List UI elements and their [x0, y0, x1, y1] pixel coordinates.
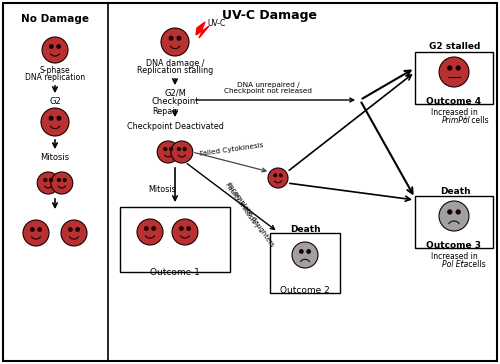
Circle shape — [300, 250, 303, 253]
Text: Pol Eta: Pol Eta — [442, 260, 468, 269]
Circle shape — [144, 227, 148, 230]
Text: Increased in: Increased in — [430, 252, 478, 261]
Circle shape — [439, 201, 469, 231]
Text: Mitosis: Mitosis — [40, 153, 70, 162]
Circle shape — [180, 227, 183, 230]
Circle shape — [50, 179, 52, 182]
Circle shape — [178, 147, 180, 150]
Text: Checkpoint not released: Checkpoint not released — [224, 88, 312, 94]
Text: DNA replication: DNA replication — [25, 73, 85, 82]
Text: Death: Death — [440, 187, 470, 196]
Text: Checkpoint Deactivated: Checkpoint Deactivated — [126, 122, 224, 131]
Circle shape — [170, 36, 173, 40]
Text: Outcome 4: Outcome 4 — [426, 97, 482, 106]
Circle shape — [57, 116, 60, 120]
Polygon shape — [196, 22, 209, 38]
Text: Death: Death — [290, 225, 320, 234]
Text: Increased in: Increased in — [430, 108, 478, 117]
Text: UV-C: UV-C — [207, 20, 225, 28]
Text: UV-C Damage: UV-C Damage — [222, 9, 318, 22]
Text: Outcome 3: Outcome 3 — [426, 241, 482, 250]
Circle shape — [50, 45, 53, 48]
Circle shape — [164, 147, 167, 150]
Circle shape — [42, 37, 68, 63]
Text: Faulty mitosis /: Faulty mitosis / — [224, 182, 260, 228]
Text: Outcome 1: Outcome 1 — [150, 268, 200, 277]
Text: Replication stalling: Replication stalling — [137, 66, 213, 75]
Circle shape — [23, 220, 49, 246]
Circle shape — [448, 210, 452, 214]
Circle shape — [152, 227, 156, 230]
Circle shape — [268, 168, 288, 188]
Circle shape — [41, 108, 69, 136]
Circle shape — [307, 250, 310, 253]
Text: G2 stalled: G2 stalled — [430, 42, 480, 51]
Circle shape — [439, 57, 469, 87]
Text: No Damage: No Damage — [21, 14, 89, 24]
Text: -/-: -/- — [463, 115, 469, 120]
Bar — [120, 207, 230, 272]
Circle shape — [157, 141, 179, 163]
Circle shape — [58, 179, 60, 182]
Text: Mitosis: Mitosis — [148, 186, 176, 194]
Text: incomplete daughters: incomplete daughters — [226, 182, 274, 248]
Text: Failed Cytokinesis: Failed Cytokinesis — [200, 142, 264, 157]
Text: cells: cells — [466, 260, 485, 269]
Circle shape — [63, 179, 66, 182]
Circle shape — [38, 228, 42, 231]
Bar — [415, 52, 493, 104]
Bar — [270, 233, 340, 293]
Circle shape — [448, 66, 452, 70]
Circle shape — [30, 228, 34, 231]
Circle shape — [274, 174, 276, 177]
Circle shape — [187, 227, 190, 230]
Circle shape — [292, 242, 318, 268]
Circle shape — [177, 36, 180, 40]
Bar — [415, 196, 493, 248]
Text: PrimPol: PrimPol — [442, 116, 470, 125]
Circle shape — [456, 210, 460, 214]
Text: G2: G2 — [49, 97, 61, 106]
Text: -/-: -/- — [460, 259, 466, 264]
Circle shape — [76, 228, 80, 231]
Circle shape — [50, 116, 53, 120]
Text: cells: cells — [469, 116, 488, 125]
Circle shape — [161, 28, 189, 56]
Circle shape — [170, 147, 172, 150]
Circle shape — [68, 228, 72, 231]
Circle shape — [171, 141, 193, 163]
Circle shape — [456, 66, 460, 70]
Circle shape — [172, 219, 198, 245]
Text: G2/M: G2/M — [164, 89, 186, 98]
Text: DNA damage /: DNA damage / — [146, 59, 204, 68]
Circle shape — [57, 45, 60, 48]
Circle shape — [37, 172, 59, 194]
Text: Outcome 2: Outcome 2 — [280, 286, 330, 295]
Circle shape — [280, 174, 282, 177]
Text: DNA unrepaired /: DNA unrepaired / — [236, 82, 300, 88]
Text: Repair: Repair — [152, 107, 178, 116]
Text: S-phase: S-phase — [40, 66, 70, 75]
Circle shape — [137, 219, 163, 245]
Text: Checkpoint: Checkpoint — [151, 97, 199, 106]
Circle shape — [51, 172, 73, 194]
Circle shape — [183, 147, 186, 150]
Circle shape — [61, 220, 87, 246]
Circle shape — [44, 179, 47, 182]
